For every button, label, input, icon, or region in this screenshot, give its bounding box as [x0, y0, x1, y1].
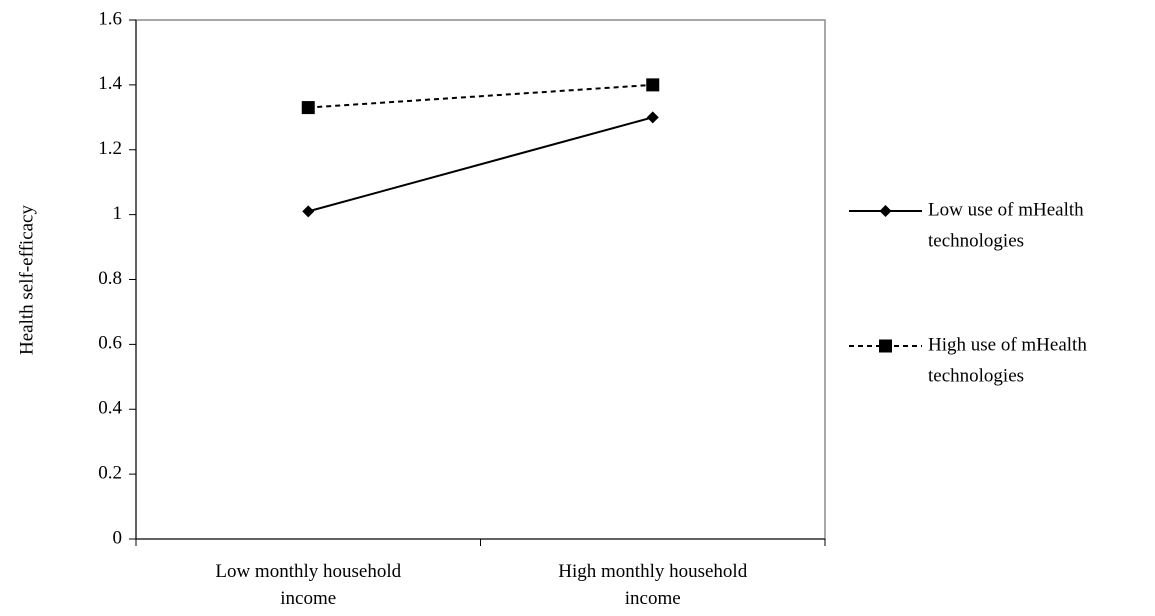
- legend-label: technologies: [928, 230, 1024, 251]
- y-tick-label: 1.4: [98, 73, 122, 94]
- y-tick-label: 0: [113, 527, 123, 548]
- legend-marker-diamond: [879, 205, 892, 217]
- data-point-square: [301, 101, 315, 115]
- y-tick-label: 0.2: [98, 462, 122, 483]
- legend-marker-square: [879, 339, 892, 353]
- y-tick-label: 1.2: [98, 138, 122, 159]
- series-line: [307, 116, 654, 213]
- x-tick-label: income: [280, 588, 336, 609]
- legend-label: High use of mHealth: [928, 334, 1087, 355]
- x-tick-label: High monthly household: [558, 561, 747, 582]
- y-tick-label: 1.6: [98, 8, 122, 29]
- x-axis-ticks: Low monthly household income High monthly …: [135, 539, 826, 609]
- y-axis-title: Health self-efficacy: [16, 205, 37, 355]
- series-group: [301, 78, 660, 218]
- legend-label: Low use of mHealth: [928, 199, 1084, 220]
- data-point-diamond: [646, 111, 659, 124]
- legend-label: technologies: [928, 365, 1024, 386]
- y-tick-label: 0.8: [98, 268, 122, 289]
- legend-item: High use of mHealth technologies: [849, 334, 1087, 386]
- data-point-square: [646, 78, 660, 92]
- x-tick-label: income: [625, 588, 681, 609]
- y-axis-ticks: 0 0.2 0.4 0.6 0.8 1 1.2 1.4 1.6: [98, 8, 136, 548]
- series-line: [308, 83, 653, 109]
- y-tick-label: 0.6: [98, 333, 122, 354]
- y-tick-label: 0.4: [98, 398, 122, 419]
- plot-area-frame: [135, 19, 826, 540]
- data-point-diamond: [302, 205, 315, 218]
- y-tick-label: 1: [113, 203, 123, 224]
- legend-item: Low use of mHealth technologies: [849, 199, 1084, 251]
- x-tick-label: Low monthly household: [215, 561, 401, 582]
